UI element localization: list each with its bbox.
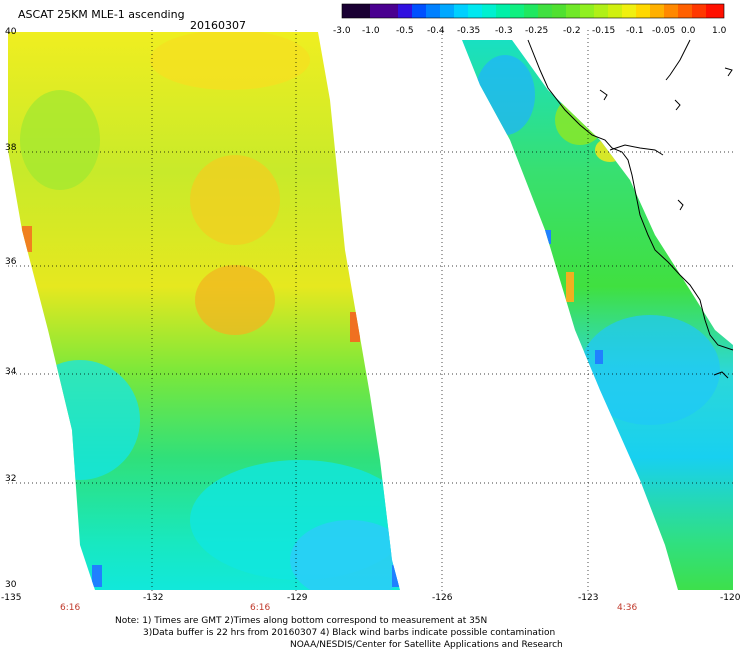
colorbar-tick: -3.0 [333, 26, 351, 36]
pass-time: 4:36 [617, 603, 638, 613]
pass-time: 6:16 [60, 603, 81, 613]
map-date: 20160307 [190, 19, 246, 32]
colorbar-tick: -0.05 [652, 26, 676, 36]
colorbar-tick: 1.0 [712, 26, 727, 36]
lon-label: -123 [578, 593, 599, 603]
lat-label: 40 [5, 27, 17, 37]
lon-label: -135 [1, 593, 22, 603]
colorbar-tick: -0.4 [427, 26, 445, 36]
note-line-3: NOAA/NESDIS/Center for Satellite Applica… [290, 640, 563, 650]
lon-label: -129 [287, 593, 308, 603]
lon-label: -120 [720, 593, 740, 603]
colorbar-tick: -0.35 [457, 26, 481, 36]
note-line-1: Note: 1) Times are GMT 2)Times along bot… [115, 616, 488, 626]
swath-right [462, 40, 733, 590]
lon-label: -126 [432, 593, 453, 603]
colorbar-tick: -0.2 [563, 26, 581, 36]
colorbar-tick: 0.0 [681, 26, 696, 36]
pass-time: 6:16 [250, 603, 271, 613]
lat-label: 34 [5, 367, 17, 377]
colorbar-tick: -0.25 [525, 26, 549, 36]
coastline [527, 39, 734, 351]
colorbar-tick: -0.1 [626, 26, 644, 36]
lat-label: 38 [5, 143, 17, 153]
lat-label: 30 [5, 580, 17, 590]
graticule [8, 30, 735, 592]
colorbar [341, 3, 725, 19]
lat-label: 32 [5, 474, 17, 484]
colorbar-tick: -0.5 [396, 26, 414, 36]
colorbar-tick: -1.0 [362, 26, 380, 36]
lon-label: -132 [143, 593, 164, 603]
colorbar-tick: -0.3 [495, 26, 513, 36]
map-title: ASCAT 25KM MLE-1 ascending [18, 8, 185, 21]
colorbar-tick: -0.15 [592, 26, 616, 36]
lat-label: 36 [5, 257, 17, 267]
swath-left [8, 32, 400, 590]
note-line-2: 3)Data buffer is 22 hrs from 20160307 4)… [143, 628, 556, 638]
